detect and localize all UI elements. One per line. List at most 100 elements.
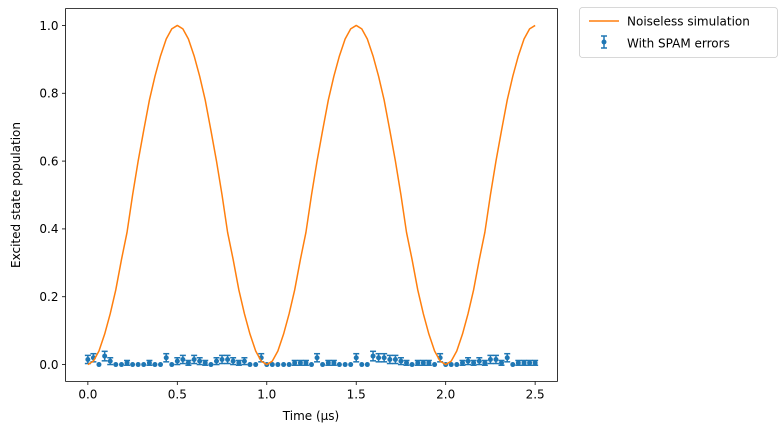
data-point: [309, 362, 314, 368]
x-tick-label: 1.0: [257, 388, 276, 402]
x-tick-label: 2.5: [526, 388, 545, 402]
data-point: [465, 358, 471, 364]
data-point: [130, 362, 136, 368]
data-point: [253, 362, 259, 368]
y-tick-label: 0.2: [39, 290, 58, 304]
data-point: [286, 362, 292, 368]
y-ticks: 0.0 0.2 0.4 0.6 0.8 1.0: [39, 19, 66, 372]
data-point: [364, 362, 370, 368]
data-point: [169, 362, 175, 368]
x-tick-label: 2.0: [436, 388, 455, 402]
data-point: [459, 360, 465, 366]
data-point: [325, 360, 331, 366]
data-point: [135, 362, 141, 368]
data-point: [499, 360, 505, 366]
data-point: [297, 360, 303, 366]
y-tick-label: 1.0: [39, 19, 58, 33]
data-point: [359, 362, 365, 368]
data-point: [163, 355, 169, 361]
x-tick-label: 0.0: [78, 388, 97, 402]
axes-layer: [65, 8, 558, 382]
legend: Noiseless simulation With SPAM errors: [579, 7, 778, 58]
data-point: [532, 360, 538, 366]
data-point: [376, 355, 382, 361]
data-point: [118, 362, 124, 368]
data-point: [336, 362, 342, 368]
y-tick-label: 0.6: [39, 154, 58, 168]
data-point: [180, 356, 186, 362]
data-point: [381, 355, 387, 361]
data-point: [303, 360, 309, 366]
data-point: [426, 360, 432, 366]
data-point: [387, 356, 393, 362]
data-point: [493, 356, 499, 362]
data-point: [398, 358, 404, 364]
data-point: [314, 355, 320, 361]
data-point: [197, 358, 203, 364]
series-line-noiseless-simulation: [87, 24, 536, 366]
data-point: [515, 360, 521, 366]
data-point: [158, 362, 164, 368]
data-point: [241, 358, 247, 364]
data-point: [415, 360, 421, 366]
data-point: [141, 362, 147, 368]
data-point: [348, 362, 354, 368]
x-tick-label: 1.5: [347, 388, 366, 402]
data-point: [191, 356, 197, 362]
legend-label-noiseless-simulation: Noiseless simulation: [627, 15, 750, 29]
data-point: [247, 362, 253, 368]
data-point: [420, 360, 426, 366]
data-point: [527, 360, 533, 366]
data-point: [269, 362, 275, 368]
data-point: [146, 360, 152, 366]
y-axis-label: Excited state population: [9, 122, 23, 268]
series-with-spam-errors: [84, 350, 539, 368]
data-point: [208, 362, 214, 368]
data-point: [174, 358, 180, 364]
data-point: [96, 362, 102, 368]
data-point: [275, 362, 281, 368]
data-point: [409, 362, 415, 368]
data-point: [102, 353, 108, 359]
data-point: [471, 360, 477, 366]
x-tick-label: 0.5: [168, 388, 187, 402]
data-point: [152, 362, 158, 368]
legend-label-with-spam-errors: With SPAM errors: [627, 37, 730, 51]
legend-swatch-spam-marker: [601, 39, 607, 45]
y-tick-label: 0.0: [39, 358, 58, 372]
data-point: [353, 355, 359, 361]
data-point: [370, 353, 376, 359]
data-point: [320, 362, 326, 368]
data-point: [107, 358, 113, 364]
series-layer: [84, 24, 539, 368]
data-point: [113, 362, 119, 368]
data-point: [331, 360, 337, 366]
data-point: [454, 362, 460, 368]
data-point: [219, 356, 225, 362]
x-axis-label: Time (μs): [282, 409, 339, 423]
data-point: [404, 360, 410, 366]
data-point: [236, 360, 242, 366]
x-ticks: 0.0 0.5 1.0 1.5 2.0 2.5: [78, 381, 545, 402]
legend-frame: [579, 7, 778, 58]
data-point: [448, 362, 454, 368]
data-point: [213, 358, 219, 364]
data-point: [230, 358, 236, 364]
data-point: [225, 356, 231, 362]
data-point: [432, 362, 438, 368]
data-point: [487, 356, 493, 362]
data-point: [504, 355, 510, 361]
data-point: [342, 362, 348, 368]
data-point: [202, 360, 208, 366]
data-point: [185, 360, 191, 366]
data-point: [392, 356, 398, 362]
data-point: [476, 358, 482, 364]
y-tick-label: 0.4: [39, 222, 58, 236]
data-point: [510, 362, 516, 368]
data-point: [124, 360, 130, 366]
y-tick-label: 0.8: [39, 87, 58, 101]
data-point: [292, 360, 298, 366]
data-point: [281, 362, 287, 368]
data-point: [521, 360, 527, 366]
